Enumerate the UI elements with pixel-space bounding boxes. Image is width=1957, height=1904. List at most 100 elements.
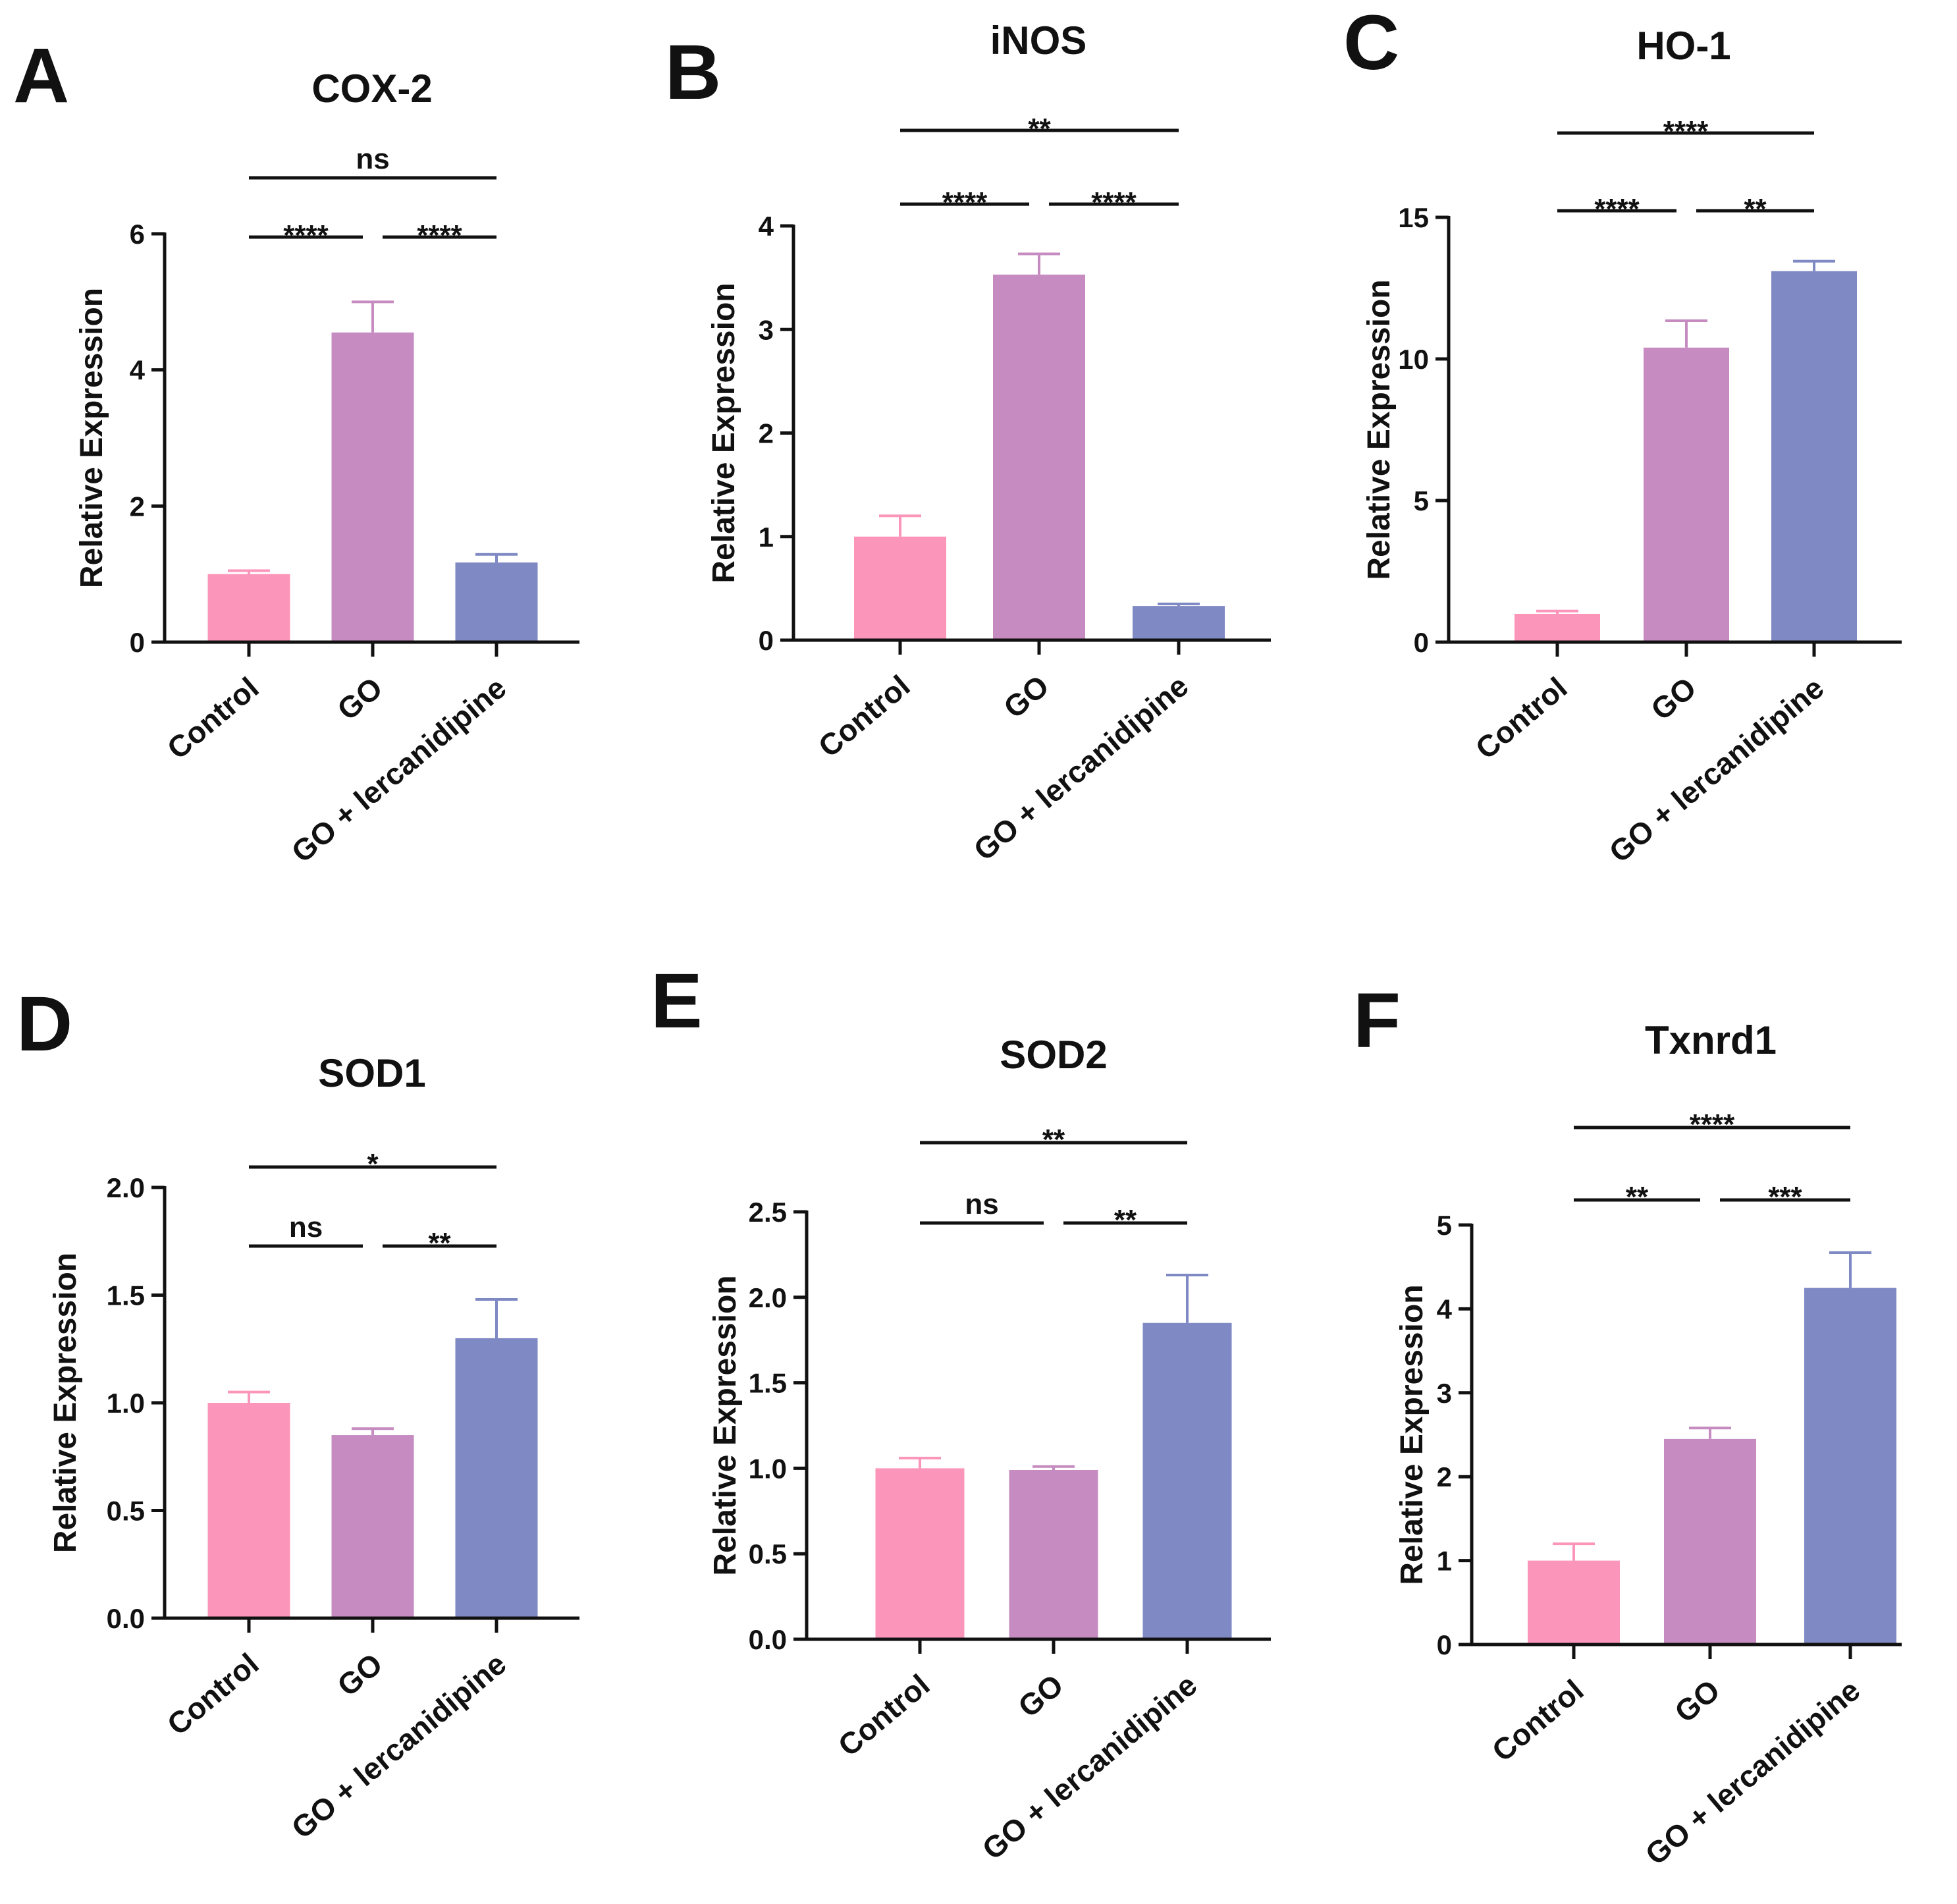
y-tick-label: 0.5 [749,1538,787,1569]
x-tick-label: GO + lercanidipine [1603,670,1831,869]
y-axis-label: Relative Expression [707,283,741,583]
y-axis-label: Relative Expression [1395,1284,1430,1585]
y-axis-label: Relative Expression [1362,279,1397,580]
y-tick-label: 2.0 [749,1282,787,1313]
bar-3 [455,1338,538,1618]
chart-title: SOD2 [1000,1033,1107,1077]
panel-letter: E [651,958,703,1045]
y-tick-label: 1 [1437,1546,1452,1577]
x-tick-label: GO [331,1646,389,1703]
y-tick-label: 4 [759,211,774,242]
y-tick-label: 1.5 [107,1280,145,1311]
y-tick-label: 0 [1437,1629,1452,1660]
y-tick-label: 6 [130,219,145,250]
chart-title: SOD1 [318,1051,425,1095]
significance-label: ns [356,143,389,175]
bar-3 [1771,271,1857,642]
x-tick-label: GO [1668,1673,1726,1729]
bar-2 [1009,1469,1098,1639]
significance-label: **** [942,186,988,219]
x-tick-label: Control [812,668,917,764]
y-tick-label: 4 [130,355,146,386]
y-tick-label: 0.5 [107,1496,145,1527]
significance-label: **** [1594,193,1640,225]
panel-f: F Txnrd1 Relative Expression 0 1 2 3 4 5 Control G… [1353,977,1902,1872]
bar-3 [1804,1288,1896,1645]
x-tick-label: Control [161,1646,265,1742]
bar-3 [1133,606,1225,640]
bar-3 [455,562,538,642]
panel-e: E SOD2 Relative Expression 0.0 0.5 1.0 1.5 2.0 2… [651,958,1271,1866]
significance-label: ** [1042,1124,1065,1156]
y-tick-label: 5 [1414,485,1429,516]
significance-label: * [367,1148,379,1180]
panel-d: D SOD1 Relative Expression 0.0 0.5 1.0 1.5 2.0 C… [16,981,579,1845]
bar-1 [875,1468,965,1639]
bar-1 [207,574,290,642]
panel-letter: A [13,32,69,119]
chart-title: COX-2 [311,67,432,111]
x-tick-label: Control [1469,670,1574,766]
y-tick-label: 1.5 [749,1368,787,1399]
y-tick-label: 0 [1414,627,1429,658]
x-tick-label: GO [997,668,1055,725]
y-axis-label: Relative Expression [74,288,109,588]
significance-label: **** [1091,186,1137,219]
bar-1 [207,1403,290,1618]
significance-label: **** [1663,115,1709,148]
panel-letter: C [1343,0,1399,86]
y-tick-label: 5 [1437,1210,1452,1241]
x-tick-label: Control [161,670,265,766]
significance-label: **** [1690,1108,1735,1141]
significance-label: *** [1768,1181,1802,1213]
y-tick-label: 0 [130,627,145,658]
y-tick-label: 0.0 [107,1603,145,1634]
y-tick-label: 2 [759,418,774,449]
significance-label: ** [1744,193,1767,225]
x-tick-label: GO + lercanidipine [976,1668,1204,1866]
x-tick-label: Control [832,1668,936,1763]
panel-letter: D [16,981,72,1068]
significance-label: ** [1626,1181,1649,1213]
y-axis-label: Relative Expression [48,1253,83,1553]
x-tick-label: GO [331,670,389,727]
y-tick-label: 2.5 [749,1197,787,1228]
y-tick-label: 1.0 [107,1388,145,1419]
chart-title: HO-1 [1636,24,1730,68]
y-tick-label: 0 [759,625,774,656]
y-tick-label: 3 [759,314,774,345]
y-tick-label: 2.0 [107,1172,145,1203]
significance-label: ** [1114,1204,1137,1236]
panel-c: C HO-1 Relative Expression 0 5 10 15 Control GOG… [1343,0,1902,869]
panel-a: A COX-2 Relative Expression 0 2 4 6 Control GOGO… [13,32,579,869]
bar-1 [1515,614,1600,642]
significance-label: **** [417,219,462,252]
x-tick-label: GO [1644,670,1702,727]
bar-2 [993,274,1085,641]
y-tick-label: 4 [1437,1293,1453,1324]
y-axis-label: Relative Expression [708,1275,743,1575]
x-tick-label: GO + lercanidipine [285,1646,513,1845]
panel-letter: B [665,29,721,116]
significance-label: **** [283,219,329,252]
y-tick-label: 10 [1398,344,1429,375]
y-tick-label: 2 [130,491,145,522]
bar-2 [1644,347,1729,642]
bar-2 [1664,1438,1756,1645]
significance-label: ns [965,1188,998,1220]
bar-2 [331,332,414,642]
x-tick-label: GO + lercanidipine [285,670,513,869]
y-tick-label: 15 [1398,202,1429,233]
bar-2 [331,1435,414,1618]
y-tick-label: 1 [759,522,774,553]
bar-1 [1528,1560,1620,1645]
y-tick-label: 3 [1437,1378,1452,1409]
significance-label: ns [289,1211,323,1243]
significance-label: ** [1028,113,1051,145]
chart-title: iNOS [990,18,1087,63]
bar-1 [854,536,946,640]
significance-label: ** [428,1227,451,1259]
bar-3 [1142,1322,1232,1639]
